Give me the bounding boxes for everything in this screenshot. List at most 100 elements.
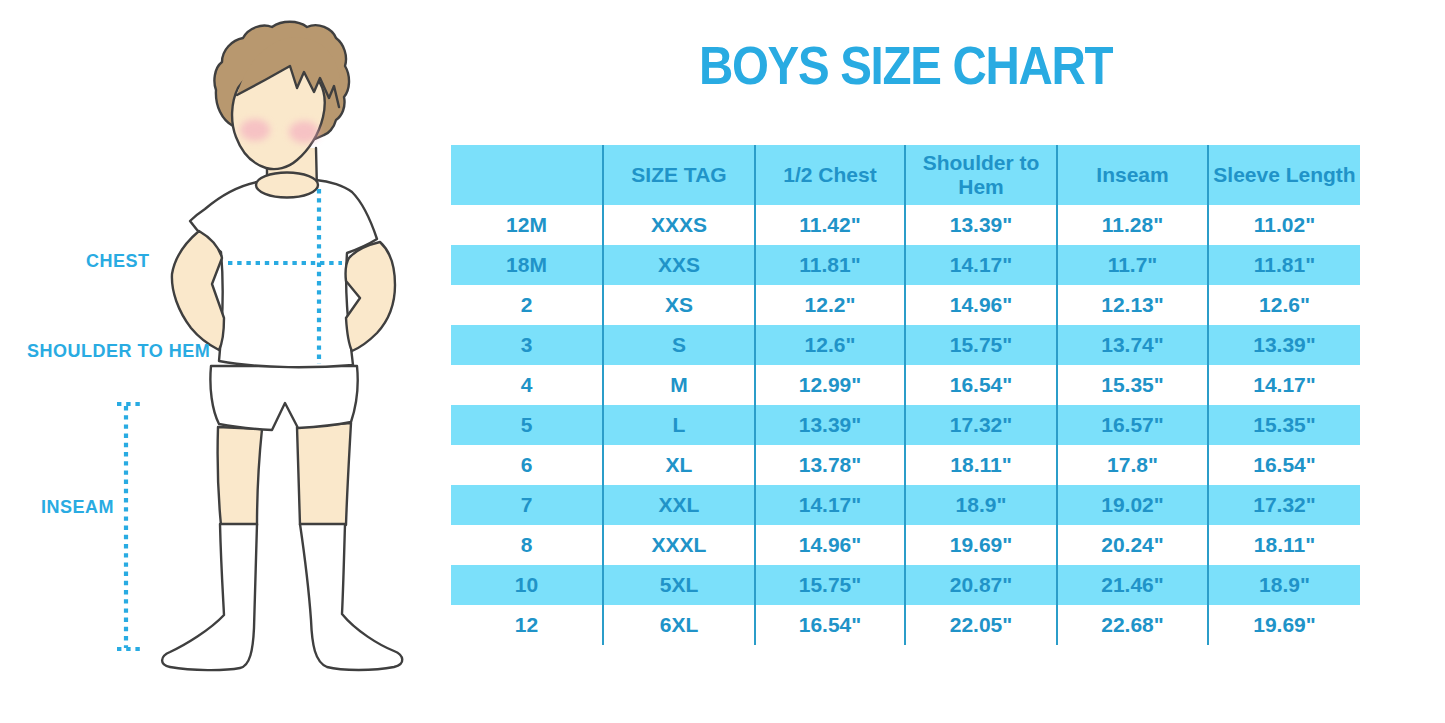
column-header-0 xyxy=(451,145,603,205)
page: BOYS SIZE CHART xyxy=(0,0,1445,723)
table-cell: 12 xyxy=(451,605,603,645)
page-title: BOYS SIZE CHART xyxy=(506,34,1306,96)
table-cell: 2 xyxy=(451,285,603,325)
shoulder-to-hem-label: SHOULDER TO HEM xyxy=(27,341,210,362)
table-cell: 16.54" xyxy=(1208,445,1360,485)
column-header-2: 1/2 Chest xyxy=(755,145,905,205)
table-cell: 16.57" xyxy=(1057,405,1208,445)
table-cell: 13.39" xyxy=(1208,325,1360,365)
table-row: 6XL13.78"18.11"17.8"16.54" xyxy=(451,445,1360,485)
table-cell: 15.35" xyxy=(1208,405,1360,445)
table-cell: 14.17" xyxy=(755,485,905,525)
table-cell: 16.54" xyxy=(905,365,1057,405)
table-cell: 22.05" xyxy=(905,605,1057,645)
table-cell: 13.74" xyxy=(1057,325,1208,365)
table-cell: 18.9" xyxy=(905,485,1057,525)
table-cell: 13.78" xyxy=(755,445,905,485)
right-arm xyxy=(346,242,395,351)
table-cell: XXXS xyxy=(603,205,755,245)
table-cell: 7 xyxy=(451,485,603,525)
table-cell: M xyxy=(603,365,755,405)
table-cell: 13.39" xyxy=(755,405,905,445)
table-cell: 11.02" xyxy=(1208,205,1360,245)
table-cell: 11.7" xyxy=(1057,245,1208,285)
size-table-body: 12MXXXS11.42"13.39"11.28"11.02"18MXXS11.… xyxy=(451,205,1360,645)
table-cell: S xyxy=(603,325,755,365)
table-cell: 12M xyxy=(451,205,603,245)
table-cell: 19.69" xyxy=(1208,605,1360,645)
table-cell: 21.46" xyxy=(1057,565,1208,605)
table-cell: L xyxy=(603,405,755,445)
right-sock xyxy=(300,524,402,670)
column-header-4: Inseam xyxy=(1057,145,1208,205)
size-chart-table: SIZE TAG1/2 ChestShoulder to HemInseamSl… xyxy=(451,145,1360,645)
column-header-1: SIZE TAG xyxy=(603,145,755,205)
left-leg xyxy=(218,427,262,525)
table-cell: 6XL xyxy=(603,605,755,645)
table-cell: 12.13" xyxy=(1057,285,1208,325)
table-cell: 19.02" xyxy=(1057,485,1208,525)
table-cell: 11.28" xyxy=(1057,205,1208,245)
table-row: 4M12.99"16.54"15.35"14.17" xyxy=(451,365,1360,405)
table-row: 18MXXS11.81"14.17"11.7"11.81" xyxy=(451,245,1360,285)
table-cell: 13.39" xyxy=(905,205,1057,245)
table-cell: XXL xyxy=(603,485,755,525)
table-cell: 14.17" xyxy=(1208,365,1360,405)
column-header-3: Shoulder to Hem xyxy=(905,145,1057,205)
table-cell: 22.68" xyxy=(1057,605,1208,645)
table-cell: 19.69" xyxy=(905,525,1057,565)
table-cell: 17.32" xyxy=(905,405,1057,445)
table-cell: 3 xyxy=(451,325,603,365)
inseam-label: INSEAM xyxy=(41,497,114,518)
table-row: 3S12.6"15.75"13.74"13.39" xyxy=(451,325,1360,365)
table-cell: 20.87" xyxy=(905,565,1057,605)
table-cell: 10 xyxy=(451,565,603,605)
right-leg xyxy=(297,423,351,525)
table-cell: 12.6" xyxy=(755,325,905,365)
table-cell: 18.11" xyxy=(1208,525,1360,565)
table-cell: 12.2" xyxy=(755,285,905,325)
table-cell: 12.99" xyxy=(755,365,905,405)
table-cell: 8 xyxy=(451,525,603,565)
left-cheek xyxy=(240,119,270,141)
table-cell: XXXL xyxy=(603,525,755,565)
table-cell: 16.54" xyxy=(755,605,905,645)
table-row: 7XXL14.17"18.9"19.02"17.32" xyxy=(451,485,1360,525)
table-cell: 18.11" xyxy=(905,445,1057,485)
table-cell: XXS xyxy=(603,245,755,285)
table-row: 105XL15.75"20.87"21.46"18.9" xyxy=(451,565,1360,605)
table-row: 2XS12.2"14.96"12.13"12.6" xyxy=(451,285,1360,325)
size-table-header: SIZE TAG1/2 ChestShoulder to HemInseamSl… xyxy=(451,145,1360,205)
table-cell: XL xyxy=(603,445,755,485)
right-cheek xyxy=(289,121,319,143)
table-cell: 12.6" xyxy=(1208,285,1360,325)
chest-label: CHEST xyxy=(86,251,150,272)
table-cell: 5 xyxy=(451,405,603,445)
left-arm xyxy=(172,231,224,350)
left-sock xyxy=(162,524,257,670)
table-row: 126XL16.54"22.05"22.68"19.69" xyxy=(451,605,1360,645)
table-cell: 15.75" xyxy=(755,565,905,605)
table-cell: 18M xyxy=(451,245,603,285)
table-cell: 14.17" xyxy=(905,245,1057,285)
table-row: 12MXXXS11.42"13.39"11.28"11.02" xyxy=(451,205,1360,245)
table-cell: 17.32" xyxy=(1208,485,1360,525)
table-cell: 14.96" xyxy=(905,285,1057,325)
shorts xyxy=(210,366,357,430)
collar xyxy=(256,173,318,198)
table-cell: 5XL xyxy=(603,565,755,605)
table-cell: 14.96" xyxy=(755,525,905,565)
table-row: 5L13.39"17.32"16.57"15.35" xyxy=(451,405,1360,445)
table-cell: 18.9" xyxy=(1208,565,1360,605)
table-cell: 6 xyxy=(451,445,603,485)
column-header-5: Sleeve Length xyxy=(1208,145,1360,205)
table-cell: 11.81" xyxy=(755,245,905,285)
table-cell: 11.81" xyxy=(1208,245,1360,285)
table-cell: 11.42" xyxy=(755,205,905,245)
table-cell: 15.35" xyxy=(1057,365,1208,405)
table-cell: 20.24" xyxy=(1057,525,1208,565)
table-row: 8XXXL14.96"19.69"20.24"18.11" xyxy=(451,525,1360,565)
table-cell: 4 xyxy=(451,365,603,405)
table-cell: 17.8" xyxy=(1057,445,1208,485)
table-cell: XS xyxy=(603,285,755,325)
